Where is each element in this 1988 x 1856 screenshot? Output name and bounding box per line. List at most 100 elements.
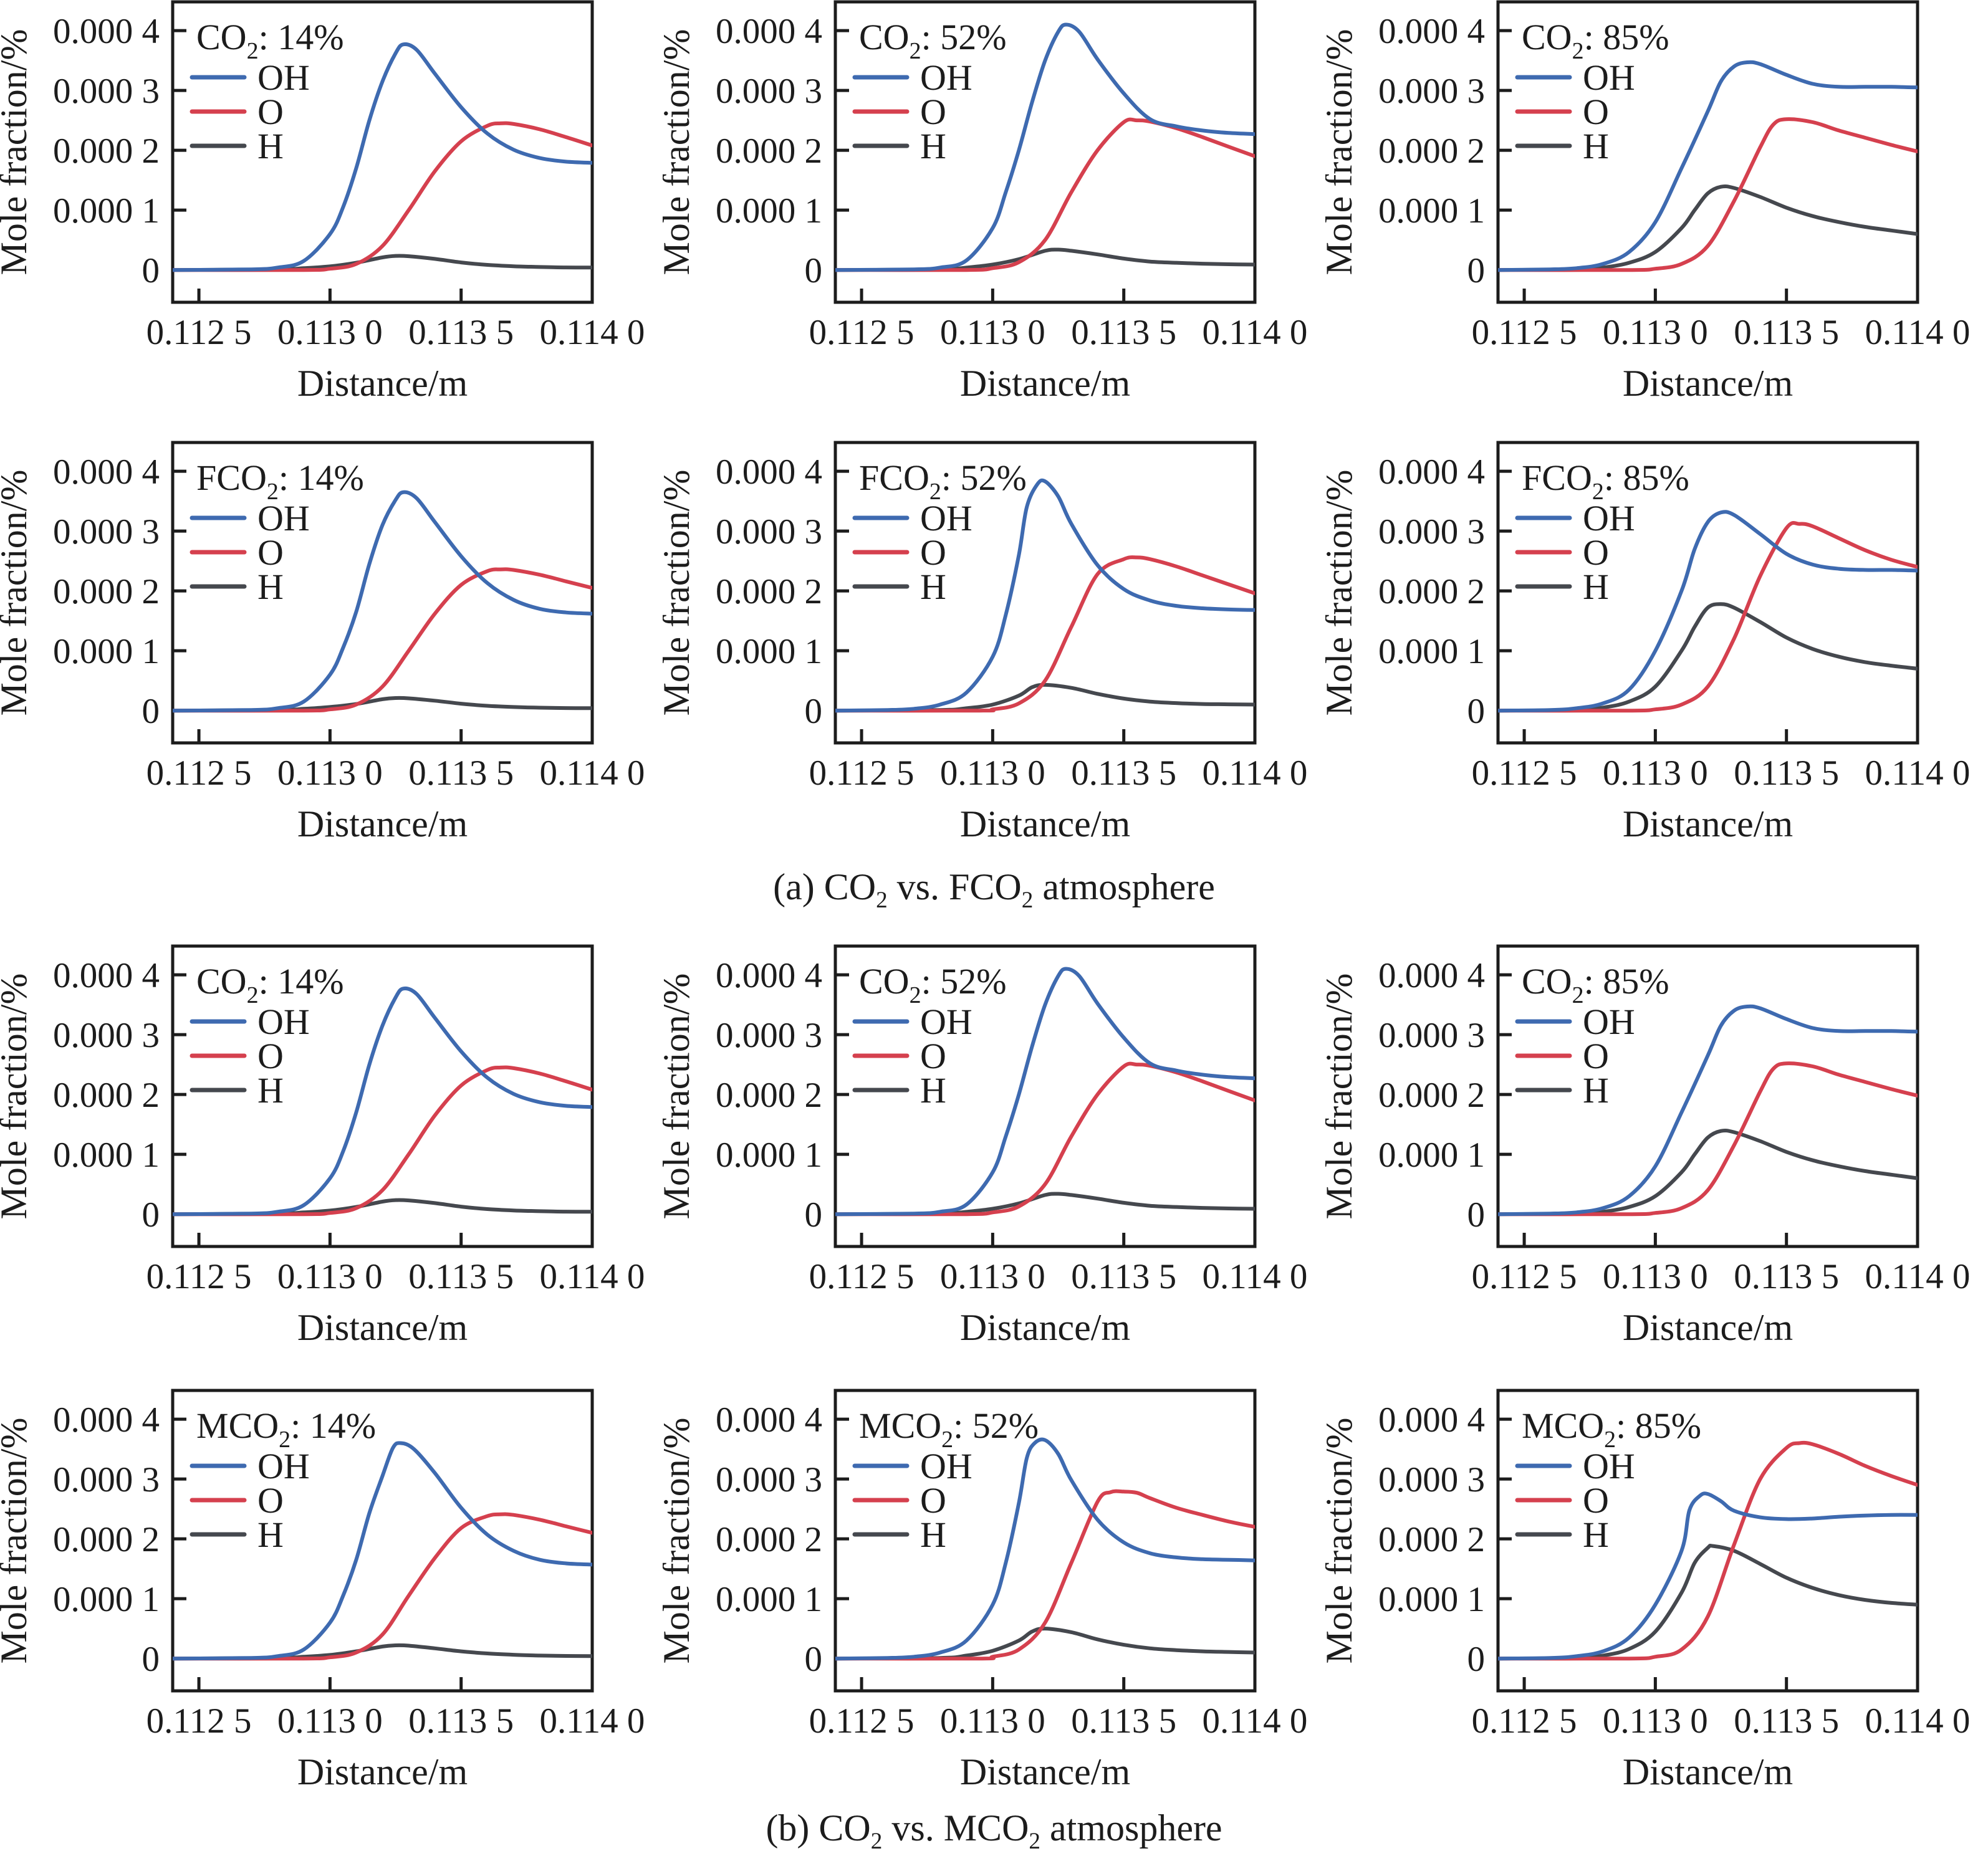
o-curve xyxy=(835,555,1255,713)
y-tick-label: 0 xyxy=(142,251,160,290)
y-tick-label: 0.000 2 xyxy=(1378,1520,1485,1559)
x-tick-label: 0.113 0 xyxy=(277,753,383,793)
x-tick-label: 0.114 0 xyxy=(1203,1257,1308,1296)
y-axis-title: Mole fraction/% xyxy=(663,1418,697,1664)
x-tick-label: 0.113 5 xyxy=(408,1701,514,1741)
caption-text: atmosphere xyxy=(1040,1807,1222,1849)
panel-a-co2-52: 0.000 4 0.000 3 0.000 2 0.000 1 0 0.112 5 0.11… xyxy=(656,0,1325,411)
oh-curve xyxy=(173,1441,592,1661)
panel-title: FCO2: 14% xyxy=(196,457,364,505)
y-axis-title: Mole fraction/% xyxy=(0,29,34,275)
x-tick-label: 0.112 5 xyxy=(1472,1701,1577,1741)
x-tick-label: 0.113 5 xyxy=(1734,1257,1839,1296)
panel-title: MCO2: 52% xyxy=(859,1405,1039,1453)
x-tick-label: 0.113 5 xyxy=(1071,1257,1176,1296)
legend-label-oh: OH xyxy=(1583,1446,1635,1486)
caption-a: (a) CO2 vs. FCO2 atmosphere xyxy=(0,859,1988,915)
x-tick-label: 0.113 0 xyxy=(1603,1701,1708,1741)
legend-label-oh: OH xyxy=(257,57,310,98)
panel-title: MCO2: 85% xyxy=(1522,1405,1701,1453)
legend-label-o: O xyxy=(920,1480,946,1521)
h-curve xyxy=(1498,602,1918,713)
plot-frame xyxy=(171,1389,594,1693)
panel-b-mco2-14: 0.000 4 0.000 3 0.000 2 0.000 1 0 0.112 5 0.11… xyxy=(0,1389,663,1800)
x-tick-label: 0.113 0 xyxy=(1603,1257,1708,1296)
caption-text: (b) CO xyxy=(766,1807,871,1849)
x-tick-label: 0.113 5 xyxy=(1071,313,1176,352)
x-tick-label: 0.114 0 xyxy=(1203,1701,1308,1741)
x-tick-label: 0.112 5 xyxy=(1472,1257,1577,1296)
caption-text: 2 xyxy=(876,887,888,913)
y-tick-label: 0.000 4 xyxy=(716,452,822,492)
x-tick-label: 0.113 0 xyxy=(277,313,383,352)
y-tick-label: 0.000 2 xyxy=(1378,1076,1485,1115)
panel-title: CO2: 85% xyxy=(1522,961,1669,1008)
x-tick-label: 0.113 5 xyxy=(1071,753,1176,793)
y-tick-label: 0 xyxy=(1467,1195,1486,1235)
panel-title: FCO2: 85% xyxy=(1522,457,1689,505)
x-tick-label: 0.114 0 xyxy=(1865,1257,1971,1296)
oh-curve xyxy=(1498,60,1918,272)
y-tick-label: 0 xyxy=(1467,1640,1486,1679)
panel-b-co2-14: 0.000 4 0.000 3 0.000 2 0.000 1 0 0.112 5 0.11… xyxy=(0,944,663,1356)
panel-title: CO2: 85% xyxy=(1522,17,1669,64)
y-tick-label: 0.000 1 xyxy=(1378,1580,1485,1619)
legend-label-oh: OH xyxy=(257,1446,310,1486)
y-tick-label: 0 xyxy=(142,692,160,731)
oh-curve xyxy=(1498,1491,1918,1661)
y-tick-label: 0.000 3 xyxy=(53,1460,160,1500)
legend-label-h: H xyxy=(920,126,946,166)
oh-curve xyxy=(835,967,1255,1217)
caption-text: 2 xyxy=(870,1829,883,1854)
y-tick-label: 0.000 4 xyxy=(1378,452,1485,492)
plot-b-mco2-52: 0.000 4 0.000 3 0.000 2 0.000 1 0 0.112 5 0.11… xyxy=(656,1389,1308,1792)
x-axis-title: Distance/m xyxy=(1623,1307,1793,1348)
legend-label-o: O xyxy=(1583,1036,1609,1076)
plot-frame xyxy=(171,441,594,745)
legend-label-oh: OH xyxy=(1583,57,1635,98)
y-axis-title: Mole fraction/% xyxy=(1325,1418,1360,1664)
x-tick-label: 0.112 5 xyxy=(809,313,915,352)
plot-a-co2-85: 0.000 4 0.000 3 0.000 2 0.000 1 0 0.112 5 0.11… xyxy=(1318,0,1970,404)
x-tick-label: 0.113 0 xyxy=(1603,753,1708,793)
o-curve xyxy=(1498,117,1918,272)
caption-text: 2 xyxy=(1021,887,1034,913)
plot-frame xyxy=(171,944,594,1248)
y-tick-label: 0.000 3 xyxy=(1378,1016,1485,1055)
panel-title: CO2: 52% xyxy=(859,961,1007,1008)
o-curve xyxy=(173,121,592,272)
x-tick-label: 0.112 5 xyxy=(146,753,252,793)
caption-text: vs. MCO xyxy=(882,1807,1029,1849)
oh-curve xyxy=(173,490,592,713)
legend-label-oh: OH xyxy=(920,1002,972,1042)
x-axis-title: Distance/m xyxy=(960,803,1130,844)
h-curve xyxy=(835,1192,1255,1217)
y-tick-label: 0 xyxy=(805,692,823,731)
plot-a-fco2-14: 0.000 4 0.000 3 0.000 2 0.000 1 0 0.112 5 0.11… xyxy=(0,441,645,844)
x-tick-label: 0.113 0 xyxy=(940,1701,1045,1741)
plot-frame xyxy=(1496,441,1919,745)
x-tick-label: 0.113 0 xyxy=(940,313,1045,352)
x-tick-label: 0.114 0 xyxy=(1203,753,1308,793)
y-axis-title: Mole fraction/% xyxy=(1325,973,1360,1220)
y-tick-label: 0.000 3 xyxy=(53,72,160,111)
o-curve xyxy=(1498,520,1918,713)
y-tick-label: 0 xyxy=(805,1195,823,1235)
legend-label-oh: OH xyxy=(257,498,310,538)
legend-label-oh: OH xyxy=(257,1002,310,1042)
y-tick-label: 0.000 1 xyxy=(53,632,160,671)
x-tick-label: 0.114 0 xyxy=(1865,753,1971,793)
panel-a-co2-85: 0.000 4 0.000 3 0.000 2 0.000 1 0 0.112 5 0.11… xyxy=(1318,0,1988,411)
y-tick-label: 0.000 4 xyxy=(716,1400,822,1440)
legend-label-o: O xyxy=(257,1036,284,1076)
y-tick-label: 0.000 2 xyxy=(716,1520,822,1559)
y-axis-title: Mole fraction/% xyxy=(663,29,697,275)
x-tick-label: 0.113 0 xyxy=(940,1257,1045,1296)
y-tick-label: 0 xyxy=(142,1195,160,1235)
legend-label-h: H xyxy=(257,567,284,607)
y-tick-label: 0 xyxy=(1467,692,1486,731)
y-tick-label: 0.000 4 xyxy=(716,12,822,51)
y-tick-label: 0 xyxy=(142,1640,160,1679)
x-tick-label: 0.113 5 xyxy=(1734,1701,1839,1741)
o-curve xyxy=(1498,1061,1918,1217)
